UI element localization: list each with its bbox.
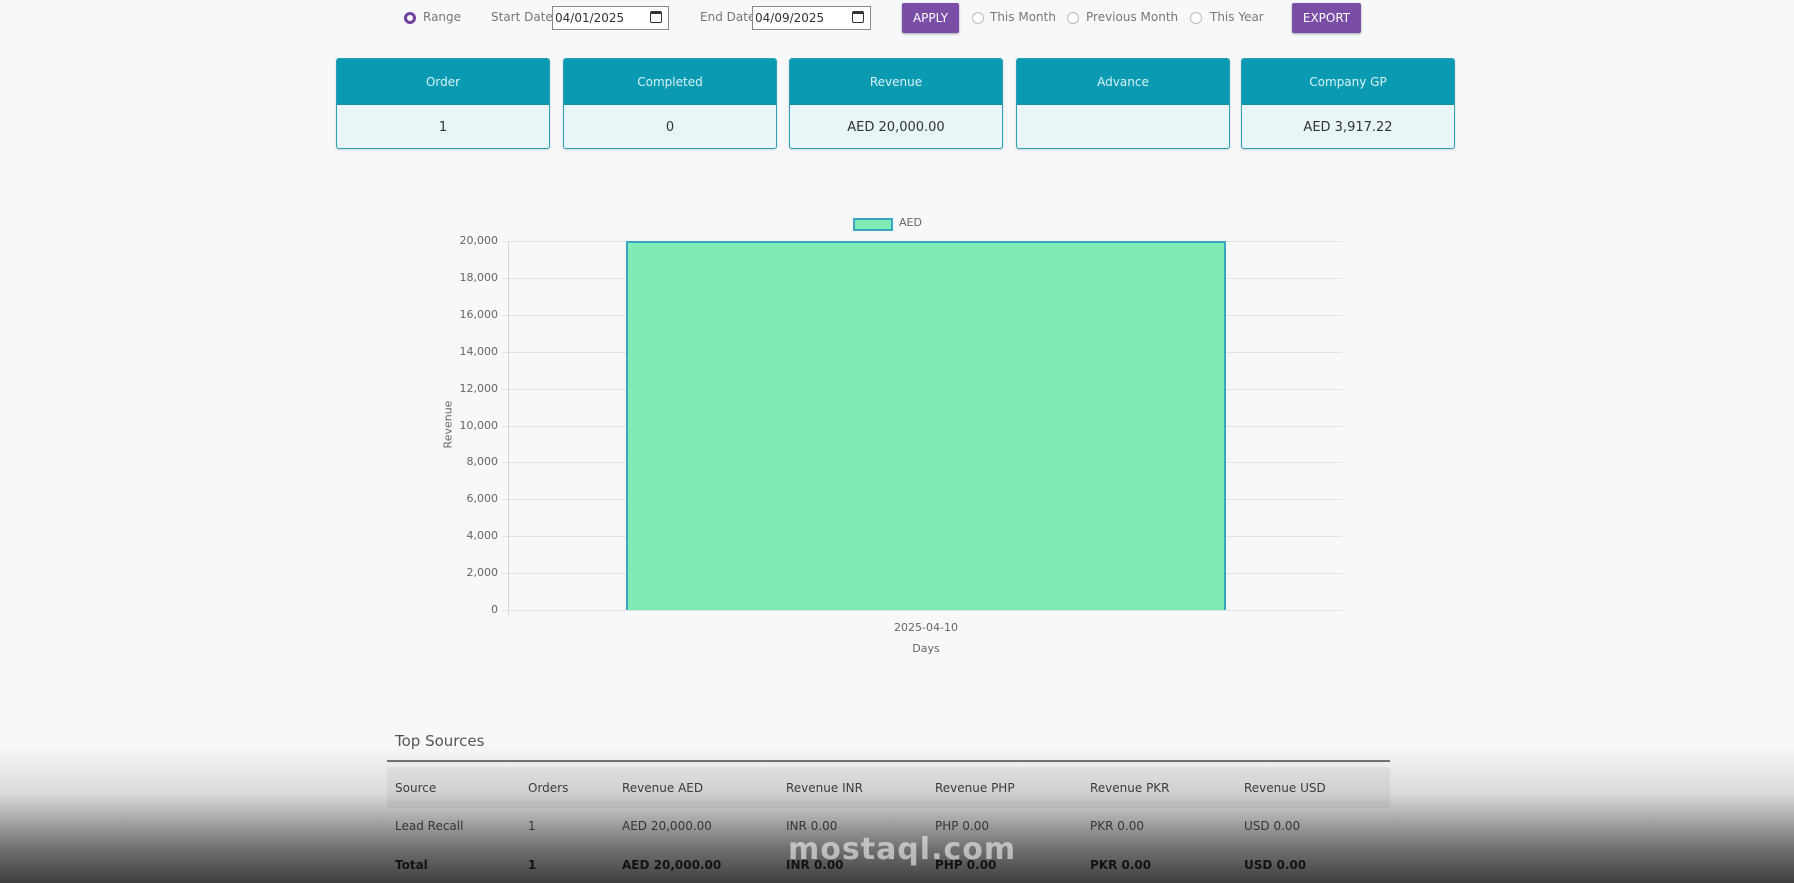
y-tick-label: 4,000 — [466, 529, 499, 543]
table-cell: AED 20,000.00 — [622, 819, 712, 833]
table-cell: PKR 0.00 — [1090, 858, 1152, 872]
this-year-radio[interactable] — [1190, 12, 1202, 24]
previous-month-label: Previous Month — [1086, 10, 1179, 24]
kpi-value: AED 20,000.00 — [790, 104, 1002, 148]
filter-bar: Range Start Date 04/01/2025 End Date 04/… — [0, 0, 1794, 36]
range-label: Range — [423, 10, 462, 24]
calendar-icon[interactable] — [852, 11, 864, 23]
table-cell: PHP 0.00 — [935, 819, 990, 833]
y-tick-label: 18,000 — [459, 270, 499, 284]
kpi-value: AED 3,917.22 — [1242, 104, 1454, 148]
start-date-input[interactable]: 04/01/2025 — [552, 6, 669, 30]
kpi-label: Revenue — [790, 59, 1002, 104]
video-fade-overlay — [0, 745, 1794, 883]
kpi-card-order: Order 1 — [336, 58, 550, 149]
table-cell: AED 20,000.00 — [622, 858, 722, 872]
y-tick-label: 10,000 — [459, 418, 499, 432]
table-cell: INR 0.00 — [786, 858, 844, 872]
export-button[interactable]: EXPORT — [1292, 3, 1361, 33]
this-year-label: This Year — [1210, 10, 1264, 24]
this-month-radio[interactable] — [972, 12, 984, 24]
table-cell: USD 0.00 — [1244, 858, 1307, 872]
revenue-chart: AED 0 2,000 4,000 6,000 8,000 10,000 12,000 14,… — [441, 216, 1342, 655]
table-cell: PKR 0.00 — [1090, 819, 1144, 833]
table-cell: Lead Recall — [395, 819, 464, 833]
y-tick-label: 8,000 — [466, 455, 499, 469]
calendar-icon[interactable] — [650, 11, 662, 23]
range-radio[interactable] — [404, 12, 416, 24]
kpi-label: Company GP — [1242, 59, 1454, 104]
y-tick-label: 14,000 — [459, 344, 499, 358]
y-tick-label: 2,000 — [466, 566, 499, 580]
end-date-label: End Date — [700, 10, 756, 24]
kpi-value: 0 — [564, 104, 776, 148]
table-cell: 1 — [528, 819, 536, 833]
y-tick-label: 16,000 — [459, 307, 499, 321]
column-header[interactable]: Source — [395, 781, 437, 795]
apply-button[interactable]: APPLY — [902, 3, 959, 33]
end-date-input[interactable]: 04/09/2025 — [752, 6, 871, 30]
y-tick-label: 0 — [491, 603, 498, 616]
y-axis-label: Revenue — [441, 400, 455, 449]
table-cell: PHP 0.00 — [935, 858, 997, 872]
kpi-value: 1 — [337, 104, 549, 148]
table-cell: 1 — [528, 858, 537, 872]
column-header[interactable]: Revenue INR — [786, 781, 863, 795]
gridline — [502, 610, 1342, 611]
start-date-label: Start Date — [491, 10, 553, 24]
column-header[interactable]: Orders — [528, 781, 569, 795]
legend-swatch[interactable] — [853, 218, 893, 231]
column-header[interactable]: Revenue AED — [622, 781, 704, 795]
previous-month-radio[interactable] — [1067, 12, 1079, 24]
table-cell: USD 0.00 — [1244, 819, 1301, 833]
kpi-label: Order — [337, 59, 549, 104]
start-date-value: 04/01/2025 — [555, 11, 625, 25]
bar[interactable] — [626, 241, 1226, 610]
column-header[interactable]: Revenue USD — [1244, 781, 1326, 795]
legend-label: AED — [899, 216, 922, 229]
column-header[interactable]: Revenue PHP — [935, 781, 1015, 795]
divider — [387, 760, 1390, 762]
kpi-card-advance: Advance — [1016, 58, 1230, 149]
this-month-label: This Month — [990, 10, 1056, 24]
kpi-card-company-gp: Company GP AED 3,917.22 — [1241, 58, 1455, 149]
table-cell: INR 0.00 — [786, 819, 838, 833]
table-cell: Total — [395, 858, 428, 872]
kpi-label: Completed — [564, 59, 776, 104]
kpi-card-revenue: Revenue AED 20,000.00 — [789, 58, 1003, 149]
end-date-value: 04/09/2025 — [755, 11, 825, 25]
y-axis — [508, 241, 509, 615]
kpi-value — [1017, 104, 1229, 148]
x-axis-label: Days — [912, 642, 940, 655]
x-tick-label: 2025-04-10 — [894, 621, 958, 634]
y-tick-label: 6,000 — [466, 492, 499, 506]
kpi-card-completed: Completed 0 — [563, 58, 777, 149]
kpi-label: Advance — [1017, 59, 1229, 104]
y-tick-label: 20,000 — [459, 234, 499, 247]
column-header[interactable]: Revenue PKR — [1090, 781, 1170, 795]
section-title: Top Sources — [395, 732, 485, 750]
y-tick-label: 12,000 — [459, 381, 499, 395]
